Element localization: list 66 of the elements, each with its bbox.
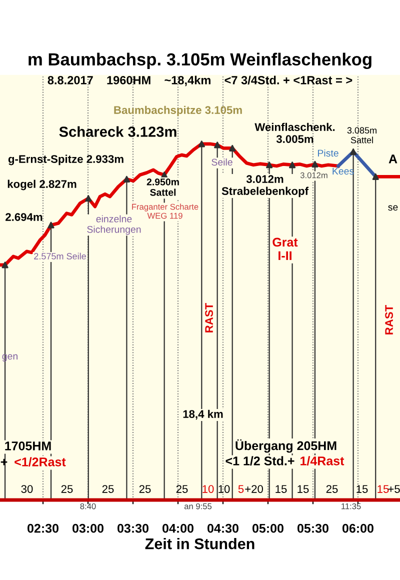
annotation: 1705HM <box>5 442 51 450</box>
x-tick-label: 03:00 <box>72 524 104 533</box>
annotation: 15 <box>276 485 287 493</box>
text: Schareck 3.123m <box>59 126 176 137</box>
point <box>350 148 357 156</box>
annotation: <1 1/2 Std.+ <box>226 456 294 466</box>
annotation: 1/4Rast <box>300 456 344 466</box>
annotation: 2.694m <box>6 213 42 221</box>
annotation: 10 <box>202 485 214 493</box>
x-tick-label: 05:30 <box>297 524 328 533</box>
annotation: 25 <box>102 485 114 493</box>
annotation: +5 <box>388 485 400 493</box>
point <box>266 162 273 168</box>
annotation: Seile <box>212 158 232 166</box>
annotation: A <box>388 154 398 164</box>
x-tick-label: 02:30 <box>28 524 58 533</box>
text: 11:35 <box>342 503 361 510</box>
annotation: 5 <box>238 485 244 493</box>
annotation: Grat I-II <box>272 238 298 260</box>
annotation: 15 <box>356 485 368 493</box>
annotation: RAST <box>385 304 393 334</box>
x-tick-label: 04:00 <box>162 524 194 533</box>
point <box>372 173 379 180</box>
chart-subtitle: 8.8.2017 1960HM ~18,4km <7 3/4Std. + <1Rast = > <box>48 76 352 86</box>
x-axis-title: Zeit in Stunden <box>145 538 254 550</box>
point <box>48 222 54 228</box>
text: Baumbachspitze 3.105m <box>114 106 242 116</box>
annotation: se <box>388 205 398 211</box>
annotation: 2.950m Sattel <box>146 178 179 196</box>
annotation: Übergang 205HM <box>236 439 336 453</box>
annotation: 25 <box>61 485 73 493</box>
text: Weinflaschenk. 3.005m <box>254 122 335 143</box>
x-tick-label: 06:00 <box>342 524 374 533</box>
annotation: RAST <box>205 302 213 332</box>
point <box>198 140 205 148</box>
annotation: 2.575m Seile <box>34 252 86 260</box>
annotation: 25 <box>326 485 338 493</box>
annotation: 25 <box>176 485 188 493</box>
annotation: 25 <box>139 485 151 493</box>
annotation: +20 <box>245 485 263 493</box>
annotation: 15 <box>378 485 389 493</box>
annotation: <1/2Rast <box>14 457 66 466</box>
annotation: 15 <box>298 485 309 493</box>
point <box>312 160 318 168</box>
annotation: 10 <box>218 485 230 493</box>
annotation: 3.012m <box>300 172 328 178</box>
annotation: kogel 2.827m <box>8 180 76 190</box>
point <box>214 142 221 148</box>
text: 3.085m Sattel <box>347 127 376 144</box>
annotation: 18,4 km <box>183 410 223 420</box>
annotation: g-Ernst-Spitze 2.933m <box>8 154 124 166</box>
annotation: 30 <box>21 485 33 493</box>
point <box>123 176 130 182</box>
point <box>2 262 8 268</box>
x-tick-label: 04:30 <box>208 524 238 533</box>
point <box>288 162 296 168</box>
point <box>85 195 92 202</box>
text: an 9:55 <box>184 503 212 510</box>
annotation: einzelne Sicherungen <box>87 215 141 235</box>
annotation: Piste <box>318 149 338 157</box>
text: 8:40 <box>80 503 96 510</box>
chart-title: m Baumbachsp. 3.105m Weinflaschenkog <box>28 52 372 70</box>
x-tick-label: 05:00 <box>252 524 284 533</box>
x-tick-label: 03:30 <box>118 524 148 533</box>
annotation: Fraganter Scharte WEG 119 <box>132 204 198 219</box>
point <box>229 144 236 152</box>
